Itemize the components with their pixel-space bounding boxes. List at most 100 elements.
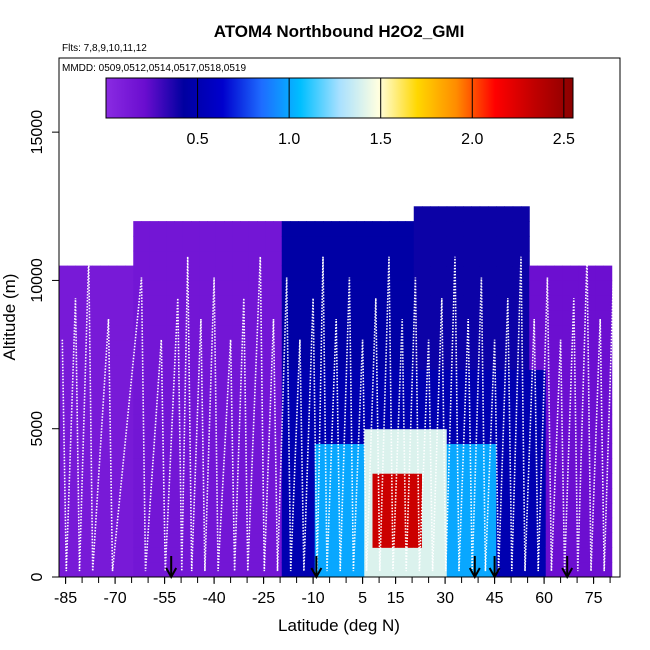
field-cell <box>182 235 192 252</box>
field-cell <box>347 250 357 267</box>
field-cell <box>364 265 373 281</box>
field-cell <box>389 413 398 430</box>
field-cell <box>149 250 159 267</box>
field-cell <box>545 369 555 385</box>
field-cell <box>471 354 481 370</box>
field-cell <box>413 517 423 534</box>
field-cell <box>479 562 489 577</box>
field-cell <box>455 443 464 459</box>
field-cell <box>158 428 167 445</box>
field-cell <box>133 280 142 296</box>
field-cell <box>521 517 530 534</box>
field-cell <box>504 547 514 563</box>
field-cell <box>595 443 604 459</box>
field-cell <box>463 562 472 577</box>
field-cell <box>405 339 415 356</box>
field-cell <box>149 339 159 356</box>
field-cell <box>323 562 332 577</box>
field-cell <box>496 443 505 459</box>
field-cell <box>397 458 406 474</box>
field-cell <box>133 502 142 519</box>
field-cell <box>108 354 118 370</box>
field-cell <box>364 502 373 519</box>
field-cell <box>537 295 547 311</box>
field-cell <box>595 532 604 548</box>
field-cell <box>67 324 76 341</box>
field-cell <box>372 369 382 385</box>
field-cell <box>59 517 68 534</box>
field-cell <box>248 295 258 311</box>
field-cell <box>529 369 538 385</box>
field-cell <box>364 413 373 430</box>
field-cell <box>281 458 291 474</box>
field-cell <box>562 339 571 356</box>
field-cell <box>191 280 200 296</box>
field-cell <box>232 458 241 474</box>
field-cell <box>488 310 497 326</box>
field-cell <box>248 369 258 385</box>
field-cell <box>446 562 456 577</box>
field-cell <box>380 532 390 548</box>
field-cell <box>83 324 93 341</box>
field-cell <box>92 280 101 296</box>
field-cell <box>430 428 439 445</box>
field-cell <box>397 562 406 577</box>
field-cell <box>512 324 522 341</box>
field-cell <box>438 458 448 474</box>
field-cell <box>496 458 505 474</box>
field-cell <box>100 562 109 577</box>
field-cell <box>298 250 307 267</box>
field-cell <box>108 473 118 489</box>
field-cell <box>405 324 415 341</box>
x-tick-label: -85 <box>54 590 77 607</box>
field-cell <box>446 339 456 356</box>
field-cell <box>281 473 291 489</box>
field-cell <box>455 384 464 400</box>
field-cell <box>504 280 514 296</box>
field-cell <box>191 324 200 341</box>
field-cell <box>149 295 159 311</box>
field-cell <box>471 324 481 341</box>
field-cell <box>446 280 456 296</box>
field-cell <box>389 547 398 563</box>
field-cell <box>232 265 241 281</box>
field-cell <box>488 354 497 370</box>
field-cell <box>149 547 159 563</box>
field-cell <box>323 517 332 534</box>
field-cell <box>248 280 258 296</box>
field-cell <box>438 265 448 281</box>
field-cell <box>281 562 291 577</box>
field-cell <box>356 532 365 548</box>
field-cell <box>92 265 101 281</box>
field-cell <box>166 324 175 341</box>
field-cell <box>554 443 563 459</box>
field-cell <box>389 295 398 311</box>
field-cell <box>158 399 167 415</box>
field-cell <box>323 235 332 252</box>
field-cell <box>314 265 324 281</box>
field-cell <box>314 235 324 252</box>
field-cell <box>248 310 258 326</box>
x-axis-label: Latitude (deg N) <box>278 616 400 635</box>
field-cell <box>133 235 142 252</box>
field-cell <box>314 532 324 548</box>
field-cell <box>578 339 588 356</box>
field-cell <box>314 295 324 311</box>
field-cell <box>108 324 118 341</box>
field-cell <box>191 384 200 400</box>
field-cell <box>141 369 151 385</box>
flight-tracks <box>61 256 619 572</box>
field-cell <box>529 399 538 415</box>
field-cell <box>290 295 299 311</box>
field-cell <box>290 547 299 563</box>
field-cell <box>554 265 563 281</box>
field-cell <box>125 413 134 430</box>
field-cell <box>422 324 431 341</box>
field-cell <box>257 250 266 267</box>
field-cell <box>298 399 307 415</box>
field-cell <box>298 369 307 385</box>
field-cell <box>446 413 456 430</box>
field-cell <box>479 324 489 341</box>
field-cell <box>380 280 390 296</box>
field-cell <box>446 428 456 445</box>
